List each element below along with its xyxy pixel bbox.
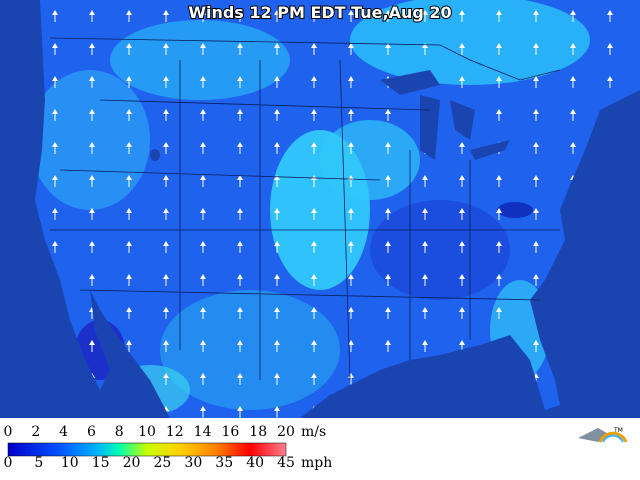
logo-mark: TM: [613, 427, 623, 434]
scale-label: 40: [246, 455, 264, 471]
scale-label: 35: [215, 455, 233, 471]
scale-label: 10: [61, 455, 79, 471]
scale-label: 0: [4, 424, 13, 440]
scale-label: 25: [154, 455, 172, 471]
scale-label: 20: [277, 424, 295, 440]
scale-label: 14: [194, 424, 212, 440]
scale-label: 16: [221, 424, 239, 440]
scale-label: 20: [123, 455, 141, 471]
scale-label: 8: [115, 424, 124, 440]
scale-label: 2: [31, 424, 40, 440]
scale-label: 10: [138, 424, 156, 440]
scale-label: 12: [166, 424, 184, 440]
logo: TM: [578, 427, 628, 443]
scale-label: 45: [277, 455, 295, 471]
color-scale: [7, 442, 287, 457]
lakes: [150, 70, 510, 161]
unit-label: mph: [301, 455, 332, 471]
map: Winds 12 PM EDT Tue,Aug 20: [0, 0, 640, 418]
scale-label: 0: [4, 455, 13, 471]
map-title: Winds 12 PM EDT Tue,Aug 20: [188, 3, 451, 22]
scale-label: 18: [249, 424, 267, 440]
scale-label: 6: [87, 424, 96, 440]
boundaries: [49, 37, 561, 381]
scale-label: 15: [92, 455, 110, 471]
scale-label: 4: [59, 424, 68, 440]
unit-label: m/s: [301, 424, 326, 440]
scale-label: 30: [184, 455, 202, 471]
legend: 0 2 4 6 8 10 12 14 16 18 20 m/s 0 5 10 15 20 25 30 35 40 45 mp…: [4, 424, 333, 471]
land: [35, 0, 640, 418]
scale-label: 5: [34, 455, 43, 471]
